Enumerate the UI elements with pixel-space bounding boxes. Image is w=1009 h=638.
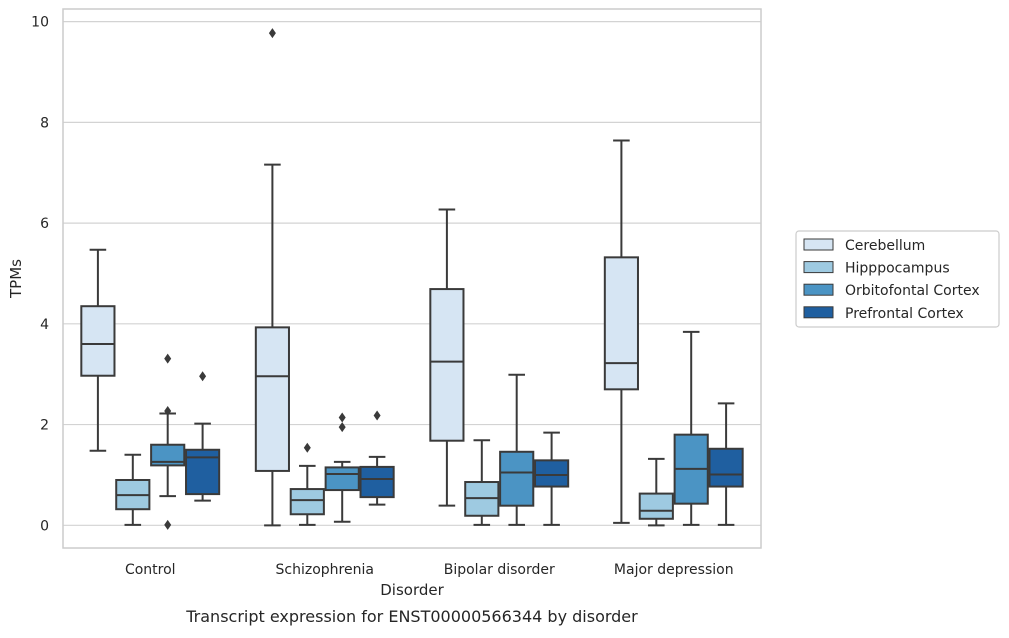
box-2-3: [534, 431, 570, 526]
box-iqr: [254, 326, 290, 472]
y-tick-labels: 0 2 4 6 8 10: [31, 15, 49, 535]
y-tick-label: 2: [40, 418, 49, 434]
outlier-point: [268, 28, 276, 39]
box-2-0: [429, 208, 465, 507]
box-iqr: [603, 256, 639, 391]
box-iqr: [499, 450, 535, 507]
legend: Cerebellum Hipppocampus Orbitofontal Corte…: [795, 230, 1000, 328]
outlier-point: [338, 412, 346, 423]
box-3-3: [708, 402, 744, 526]
box-0-2: [150, 353, 186, 530]
y-tick-label: 0: [40, 518, 49, 534]
legend-label: Cerebellum: [845, 238, 925, 254]
box-iqr: [359, 465, 395, 499]
outlier-point: [338, 422, 346, 433]
y-tick-label: 8: [40, 115, 49, 131]
legend-label: Prefrontal Cortex: [845, 306, 964, 322]
box-3-0: [603, 139, 639, 524]
box-series: [80, 28, 744, 530]
grid-lines: [63, 20, 761, 526]
box-0-1: [115, 453, 151, 526]
box-iqr: [80, 305, 116, 377]
y-tick-label: 10: [31, 15, 49, 31]
box-3-2: [673, 330, 709, 526]
box-iqr: [150, 443, 186, 467]
box-1-1: [289, 442, 325, 526]
box-iqr: [289, 488, 325, 516]
plot-area-frame: [62, 8, 762, 549]
x-axis-title: Disorder: [380, 581, 444, 599]
legend-label: Hipppocampus: [845, 261, 950, 277]
outlier-point: [373, 410, 381, 421]
figure-caption: Transcript expression for ENST0000056634…: [185, 607, 638, 626]
y-axis-title: TPMs: [7, 259, 25, 299]
box-2-1: [464, 439, 500, 526]
outlier-point: [164, 405, 172, 416]
box-1-3: [359, 410, 395, 506]
y-tick-label: 4: [40, 317, 49, 333]
legend-frame: [795, 230, 1000, 328]
box-1-2: [324, 412, 360, 523]
outlier-point: [303, 442, 311, 453]
box-iqr: [708, 447, 744, 488]
x-tick-labels: Control Schizophrenia Bipolar disorder Majo…: [125, 562, 734, 578]
box-iqr: [429, 288, 465, 442]
legend-swatch: [803, 306, 834, 319]
box-iqr: [534, 459, 570, 488]
legend-swatch: [803, 261, 834, 274]
outlier-point: [199, 371, 207, 382]
x-tick-label: Bipolar disorder: [444, 562, 555, 578]
legend-swatch: [803, 238, 834, 251]
legend-swatch: [803, 283, 834, 296]
x-tick-label: Control: [125, 562, 176, 578]
outlier-point: [164, 353, 172, 364]
legend-label: Orbitofontal Cortex: [845, 283, 980, 299]
box-2-2: [499, 373, 535, 526]
x-tick-label: Schizophrenia: [276, 562, 374, 578]
box-iqr: [324, 466, 360, 492]
outlier-point: [164, 519, 172, 530]
x-tick-label: Major depression: [614, 562, 734, 578]
box-iqr: [638, 492, 674, 520]
box-0-3: [185, 371, 221, 502]
y-tick-label: 6: [40, 216, 49, 232]
box-1-0: [254, 28, 290, 527]
box-0-0: [80, 248, 116, 452]
box-3-1: [638, 457, 674, 527]
